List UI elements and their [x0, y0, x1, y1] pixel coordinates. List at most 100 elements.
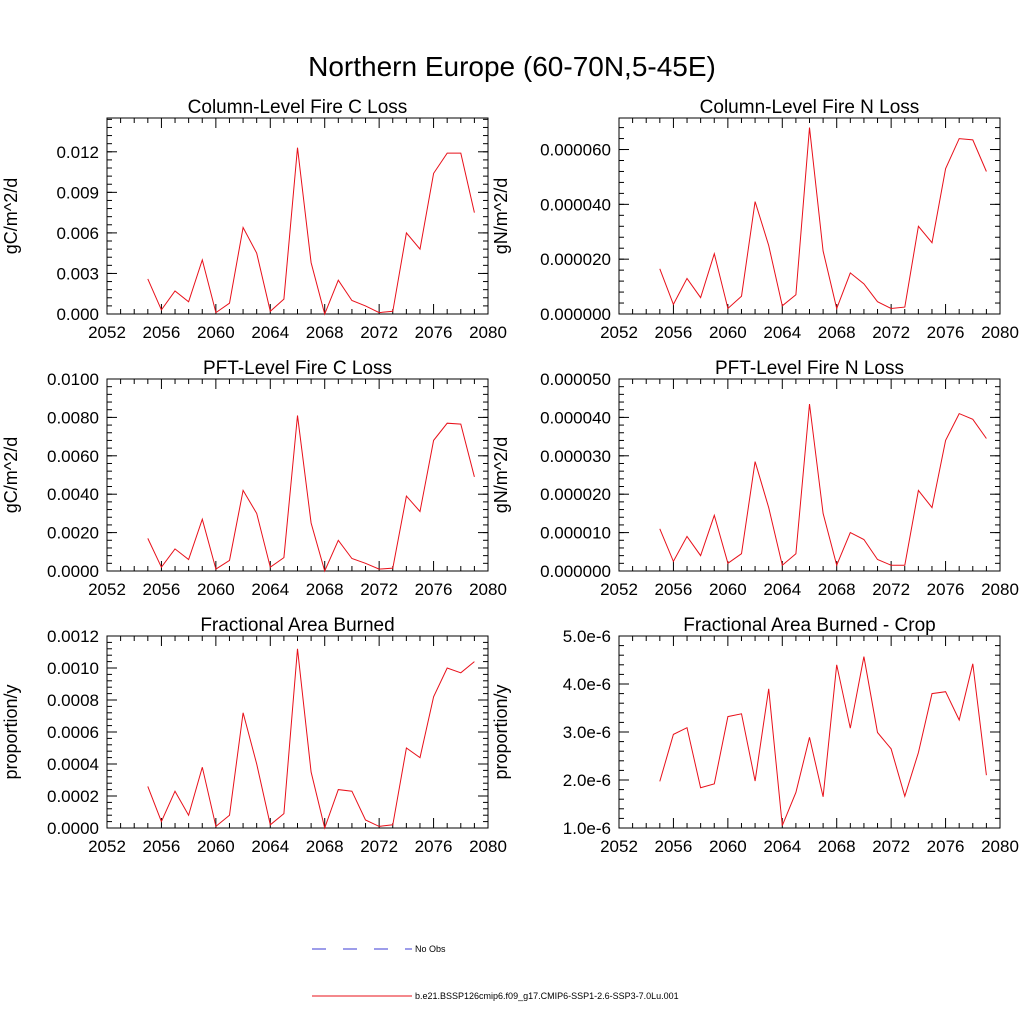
panel-title: Fractional Area Burned - Crop	[683, 615, 935, 636]
chart-panel-4: PFT-Level Fire N Loss 2052 2056 2060 2064 206…	[491, 358, 1019, 599]
chart-panel-3: PFT-Level Fire C Loss 2052 2056 2060 2064 206…	[1, 358, 507, 599]
x-tick-label: 2052	[600, 580, 638, 599]
x-tick-label: 2060	[709, 580, 747, 599]
x-tick-label: 2056	[655, 837, 693, 856]
plot-frame	[106, 378, 489, 572]
y-tick-label: 0.000060	[540, 141, 611, 160]
x-tick-label: 2076	[415, 580, 453, 599]
plot-frame	[618, 635, 1001, 829]
x-tick-label: 2072	[360, 837, 398, 856]
x-tick-label: 2056	[655, 580, 693, 599]
x-tick-label: 2060	[197, 323, 235, 342]
panel-title: PFT-Level Fire N Loss	[715, 358, 904, 379]
x-tick-label: 2080	[981, 580, 1019, 599]
x-tick-label: 2060	[197, 837, 235, 856]
x-tick-label: 2056	[143, 580, 181, 599]
y-tick-label: 0.0006	[47, 723, 99, 742]
x-tick-label: 2072	[872, 837, 910, 856]
y-axis-label: proportion/y	[1, 684, 21, 779]
x-tick-label: 2068	[306, 837, 344, 856]
x-tick-label: 2064	[763, 580, 801, 599]
x-tick-label: 2072	[872, 323, 910, 342]
x-tick-label: 2064	[251, 837, 289, 856]
x-tick-label: 2056	[143, 837, 181, 856]
chart-panel-1: Column-Level Fire C Loss 2052 2056 2060 2064…	[1, 97, 507, 342]
chart-panels: Column-Level Fire C Loss 2052 2056 2060 2064…	[1, 97, 1019, 856]
x-tick-label: 2052	[88, 837, 126, 856]
x-tick-label: 2056	[655, 323, 693, 342]
x-tick-label: 2068	[306, 323, 344, 342]
y-axis-label: proportion/y	[491, 684, 511, 779]
x-tick-label: 2064	[763, 323, 801, 342]
y-axis-label: gC/m^2/d	[1, 437, 21, 513]
y-tick-label: 0.003	[56, 264, 99, 283]
y-tick-label: 0.0008	[47, 691, 99, 710]
panel-title: Column-Level Fire C Loss	[188, 97, 408, 118]
x-tick-label: 2060	[709, 323, 747, 342]
legend-label-model: b.e21.BSSP126cmip6.f09_g17.CMIP6-SSP1-2.…	[415, 991, 679, 1001]
y-tick-label: 0.0004	[47, 755, 99, 774]
series-line	[659, 656, 987, 826]
x-tick-label: 2076	[927, 323, 965, 342]
x-tick-label: 2068	[818, 580, 856, 599]
y-tick-label: 0.0080	[47, 408, 99, 427]
y-tick-label: 0.0020	[47, 524, 99, 543]
y-tick-label: 0.000030	[540, 447, 611, 466]
x-tick-label: 2076	[927, 837, 965, 856]
x-tick-label: 2072	[360, 323, 398, 342]
x-tick-label: 2080	[469, 323, 507, 342]
x-tick-label: 2064	[251, 580, 289, 599]
y-axis-label: gN/m^2/d	[491, 437, 511, 513]
y-tick-label: 2.0e-6	[563, 771, 611, 790]
x-tick-label: 2080	[469, 580, 507, 599]
y-tick-label: 0.0060	[47, 447, 99, 466]
y-tick-label: 0.0100	[47, 370, 99, 389]
panel-title: PFT-Level Fire C Loss	[203, 358, 392, 379]
series-line	[659, 403, 987, 567]
y-tick-label: 0.000020	[540, 485, 611, 504]
y-tick-label: 0.000	[56, 305, 99, 324]
x-tick-label: 2064	[251, 323, 289, 342]
x-tick-label: 2064	[763, 837, 801, 856]
x-tick-label: 2068	[306, 580, 344, 599]
y-tick-label: 0.0010	[47, 659, 99, 678]
y-tick-label: 1.0e-6	[563, 819, 611, 838]
y-tick-label: 0.0040	[47, 485, 99, 504]
y-axis-label: gN/m^2/d	[491, 178, 511, 254]
y-tick-label: 0.006	[56, 224, 99, 243]
x-tick-label: 2052	[88, 323, 126, 342]
x-tick-label: 2080	[981, 323, 1019, 342]
x-tick-label: 2076	[415, 837, 453, 856]
panel-title: Column-Level Fire N Loss	[700, 97, 920, 118]
plot-frame	[106, 635, 489, 829]
y-tick-label: 5.0e-6	[563, 627, 611, 646]
x-tick-label: 2052	[88, 580, 126, 599]
y-tick-label: 4.0e-6	[563, 675, 611, 694]
chart-panel-5: Fractional Area Burned 2052 2056 2060 2064 20…	[1, 615, 507, 856]
x-tick-label: 2056	[143, 323, 181, 342]
series-line	[147, 147, 475, 316]
x-tick-label: 2052	[600, 323, 638, 342]
y-axis-label: gC/m^2/d	[1, 178, 21, 254]
legend: No Obs b.e21.BSSP126cmip6.f09_g17.CMIP6-S…	[312, 944, 679, 1001]
x-tick-label: 2068	[818, 837, 856, 856]
x-tick-label: 2060	[197, 580, 235, 599]
x-tick-label: 2060	[709, 837, 747, 856]
x-tick-label: 2068	[818, 323, 856, 342]
figure-title: Northern Europe (60-70N,5-45E)	[308, 51, 716, 82]
x-tick-label: 2052	[600, 837, 638, 856]
x-tick-label: 2072	[872, 580, 910, 599]
y-tick-label: 0.000040	[540, 195, 611, 214]
y-tick-label: 0.000000	[540, 562, 611, 581]
y-tick-label: 0.000010	[540, 524, 611, 543]
panel-title: Fractional Area Burned	[200, 615, 394, 636]
x-tick-label: 2080	[981, 837, 1019, 856]
y-tick-label: 0.0000	[47, 819, 99, 838]
x-tick-label: 2072	[360, 580, 398, 599]
series-line	[659, 127, 987, 311]
y-tick-label: 0.012	[56, 143, 99, 162]
plot-frame	[106, 117, 489, 315]
legend-label-no-obs: No Obs	[415, 944, 446, 954]
x-tick-label: 2076	[927, 580, 965, 599]
